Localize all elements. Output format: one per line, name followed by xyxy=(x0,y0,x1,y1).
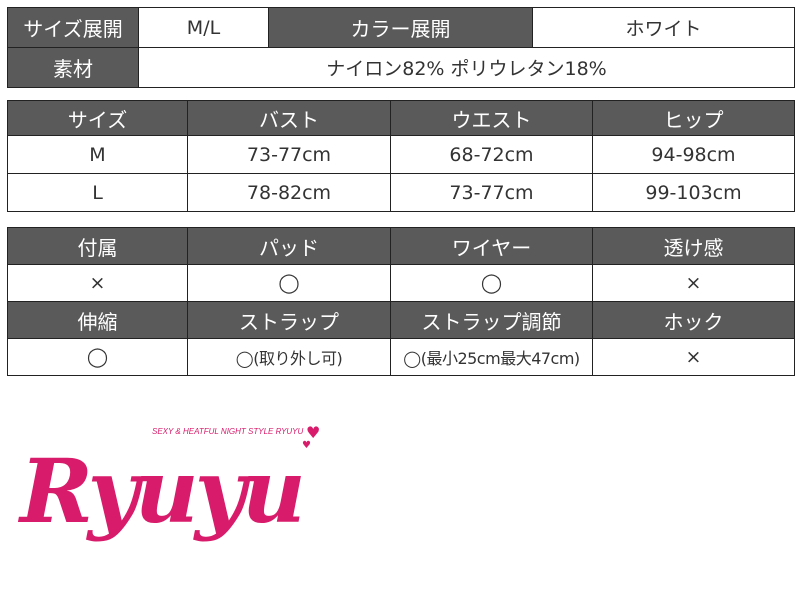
cell-stretch: ◯ xyxy=(7,338,188,376)
feature-table: 付属 パッド ワイヤー 透け感 × ◯ ◯ × 伸縮 ストラップ ストラップ調節… xyxy=(7,227,795,376)
cell-accessory: × xyxy=(7,264,188,302)
header-wire: ワイヤー xyxy=(390,227,593,265)
table-row: ◯ ◯(取り外し可) ◯(最小25cm最大47cm) × xyxy=(7,338,795,376)
cell-sheerness: × xyxy=(592,264,795,302)
material-label: 素材 xyxy=(7,47,139,88)
header-hook: ホック xyxy=(592,301,795,339)
header-sheerness: 透け感 xyxy=(592,227,795,265)
table-row: M 73-77cm 68-72cm 94-98cm xyxy=(7,135,795,174)
header-stretch: 伸縮 xyxy=(7,301,188,339)
header-hip: ヒップ xyxy=(592,100,795,136)
cell-waist: 68-72cm xyxy=(390,135,593,174)
material-value: ナイロン82% ポリウレタン18% xyxy=(138,47,795,88)
cell-bust: 78-82cm xyxy=(187,173,391,212)
brand-logo: SEXY & HEATFUL NIGHT STYLE RYUYU ♥ ♥ Ryu… xyxy=(12,425,332,550)
header-accessory: 付属 xyxy=(7,227,188,265)
color-range-value: ホワイト xyxy=(532,7,795,48)
header-strap-adjust: ストラップ調節 xyxy=(390,301,593,339)
cell-hip: 94-98cm xyxy=(592,135,795,174)
cell-strap-adjust: ◯(最小25cm最大47cm) xyxy=(390,338,593,376)
feature-header-row: 伸縮 ストラップ ストラップ調節 ホック xyxy=(7,301,795,339)
size-range-value: M/L xyxy=(138,7,269,48)
logo-tagline: SEXY & HEATFUL NIGHT STYLE RYUYU xyxy=(152,427,304,436)
logo-wordmark: Ryuyu xyxy=(20,439,306,543)
heart-icon: ♥ xyxy=(302,440,311,451)
header-waist: ウエスト xyxy=(390,100,593,136)
cell-wire: ◯ xyxy=(390,264,593,302)
color-range-label: カラー展開 xyxy=(268,7,533,48)
header-size: サイズ xyxy=(7,100,188,136)
feature-header-row: 付属 パッド ワイヤー 透け感 xyxy=(7,227,795,265)
table-row: L 78-82cm 73-77cm 99-103cm xyxy=(7,173,795,212)
cell-pad: ◯ xyxy=(187,264,391,302)
header-bust: バスト xyxy=(187,100,391,136)
cell-hip: 99-103cm xyxy=(592,173,795,212)
size-table-header: サイズ バスト ウエスト ヒップ xyxy=(7,100,795,136)
header-pad: パッド xyxy=(187,227,391,265)
table-row: × ◯ ◯ × xyxy=(7,264,795,302)
summary-table: サイズ展開 M/L カラー展開 ホワイト 素材 ナイロン82% ポリウレタン18… xyxy=(7,7,795,88)
cell-size: M xyxy=(7,135,188,174)
size-range-label: サイズ展開 xyxy=(7,7,139,48)
cell-size: L xyxy=(7,173,188,212)
size-table: サイズ バスト ウエスト ヒップ M 73-77cm 68-72cm 94-98… xyxy=(7,100,795,212)
cell-bust: 73-77cm xyxy=(187,135,391,174)
cell-strap: ◯(取り外し可) xyxy=(187,338,391,376)
cell-waist: 73-77cm xyxy=(390,173,593,212)
header-strap: ストラップ xyxy=(187,301,391,339)
cell-hook: × xyxy=(592,338,795,376)
heart-icon: ♥ xyxy=(306,423,321,442)
